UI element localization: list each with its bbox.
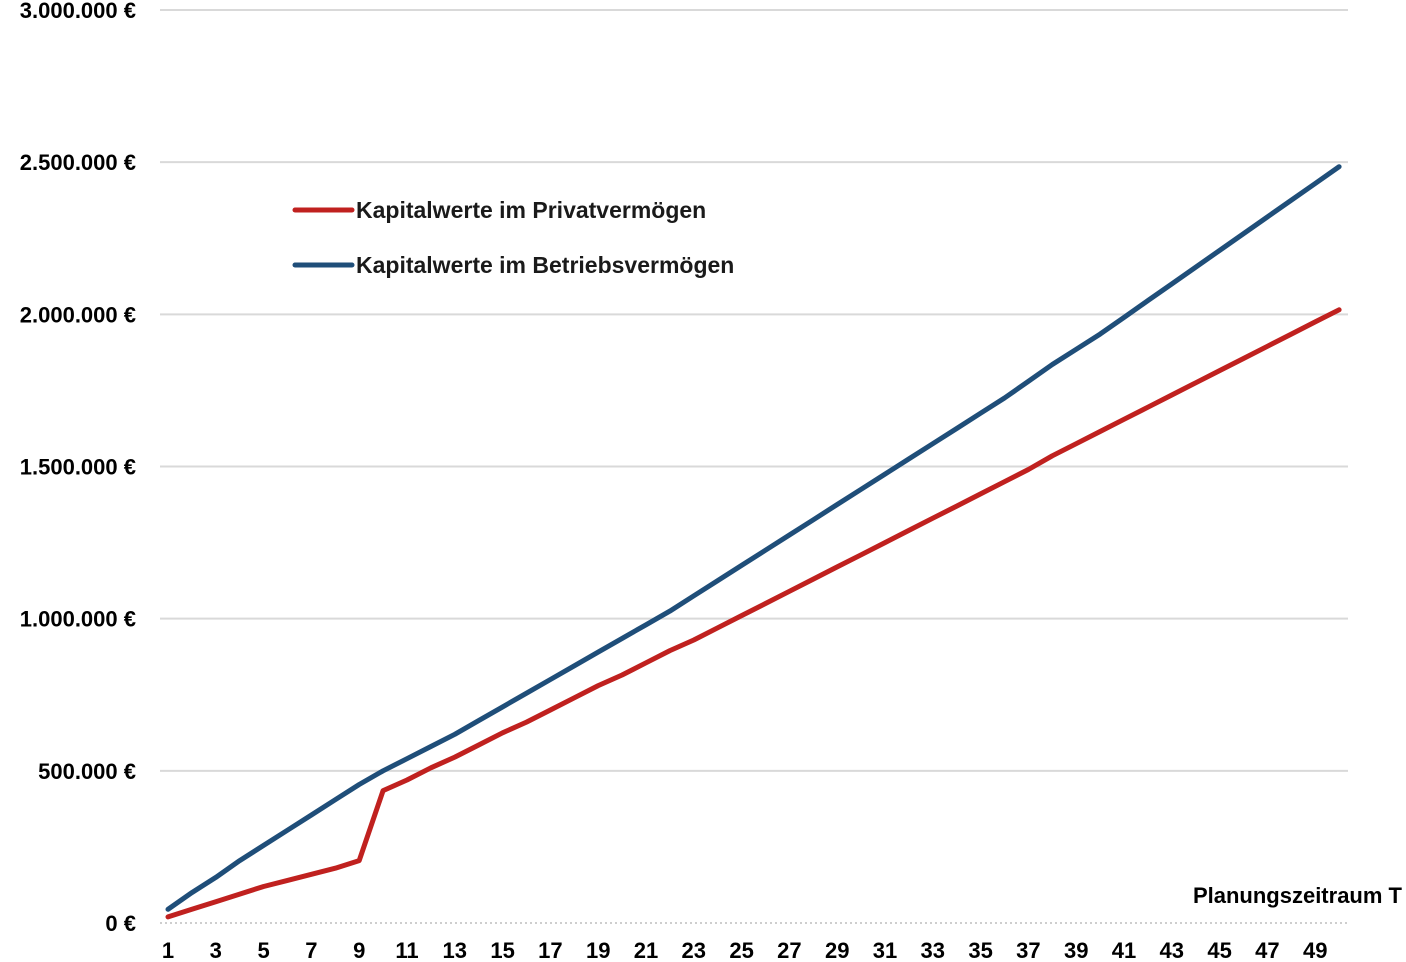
y-tick-label: 1.500.000 € xyxy=(20,455,136,480)
x-tick-label: 7 xyxy=(305,938,317,962)
x-tick-label: 3 xyxy=(210,938,222,962)
x-tick-label: 27 xyxy=(777,938,801,962)
x-tick-label: 21 xyxy=(634,938,658,962)
legend: Kapitalwerte im Privatvermögen Kapitalwe… xyxy=(292,197,734,278)
x-tick-label: 29 xyxy=(825,938,849,962)
y-tick-label: 500.000 € xyxy=(38,759,136,784)
x-tick-label: 13 xyxy=(443,938,467,962)
x-tick-label: 11 xyxy=(395,938,418,962)
x-axis-title: Planungszeitraum T xyxy=(1193,883,1403,908)
x-axis-tick-labels: 1 3 5 7 9 11 13 15 17 19 21 23 25 27 29 31 33 35 37 39 41 43 4… xyxy=(162,938,1328,962)
x-tick-label: 9 xyxy=(353,938,365,962)
x-tick-label: 17 xyxy=(538,938,562,962)
x-tick-label: 31 xyxy=(873,938,897,962)
y-tick-label: 1.000.000 € xyxy=(20,607,136,632)
x-tick-label: 1 xyxy=(162,938,174,962)
legend-label-betriebsvermoegen: Kapitalwerte im Betriebsvermögen xyxy=(356,252,734,278)
x-tick-label: 47 xyxy=(1255,938,1279,962)
x-tick-label: 49 xyxy=(1303,938,1327,962)
x-tick-label: 19 xyxy=(586,938,610,962)
x-tick-label: 23 xyxy=(682,938,706,962)
y-axis-tick-labels: 0 € 500.000 € 1.000.000 € 1.500.000 € 2.000.… xyxy=(20,0,136,936)
y-tick-label: 0 € xyxy=(105,911,136,936)
series-lines xyxy=(165,164,1342,920)
series-line-betriebsvermoegen xyxy=(165,164,1342,912)
y-tick-label: 3.000.000 € xyxy=(20,0,136,23)
x-tick-label: 43 xyxy=(1160,938,1184,962)
x-tick-label: 5 xyxy=(257,938,269,962)
gridlines xyxy=(160,9,1348,924)
x-tick-label: 41 xyxy=(1112,938,1136,962)
x-tick-label: 37 xyxy=(1016,938,1040,962)
y-tick-label: 2.000.000 € xyxy=(20,302,136,327)
x-tick-label: 39 xyxy=(1064,938,1088,962)
x-tick-label: 33 xyxy=(921,938,945,962)
x-tick-label: 15 xyxy=(490,938,514,962)
legend-label-privatvermoegen: Kapitalwerte im Privatvermögen xyxy=(356,197,706,223)
x-tick-label: 25 xyxy=(729,938,753,962)
x-tick-label: 45 xyxy=(1207,938,1231,962)
x-tick-label: 35 xyxy=(968,938,992,962)
y-tick-label: 2.500.000 € xyxy=(20,150,136,175)
series-line-privatvermoegen xyxy=(165,307,1342,920)
